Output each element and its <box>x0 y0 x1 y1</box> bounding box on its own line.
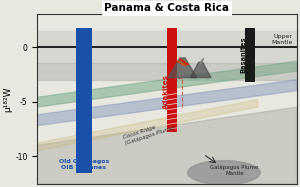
Text: Galápagos Plume
Mantle: Galápagos Plume Mantle <box>210 165 259 176</box>
Text: Upper
Mantle: Upper Mantle <box>271 34 292 45</box>
Text: Cocos Ridge
(Galápagos Plume): Cocos Ridge (Galápagos Plume) <box>123 119 176 146</box>
Y-axis label: μ¹⁸²W: μ¹⁸²W <box>4 86 13 112</box>
Text: Old Galápagos
OIB Terranes: Old Galápagos OIB Terranes <box>59 159 109 170</box>
Bar <box>245 28 255 82</box>
Bar <box>167 28 177 132</box>
Bar <box>37 31 296 63</box>
Polygon shape <box>37 107 296 183</box>
Text: Basanites: Basanites <box>240 37 246 73</box>
Bar <box>76 28 92 173</box>
Bar <box>37 63 296 80</box>
Polygon shape <box>37 61 296 107</box>
Polygon shape <box>37 99 258 151</box>
Title: Panama & Costa Rica: Panama & Costa Rica <box>104 4 230 13</box>
Polygon shape <box>37 80 296 126</box>
Polygon shape <box>168 58 197 78</box>
Polygon shape <box>190 62 211 78</box>
Text: Adakites: Adakites <box>163 74 169 109</box>
Ellipse shape <box>188 161 260 185</box>
